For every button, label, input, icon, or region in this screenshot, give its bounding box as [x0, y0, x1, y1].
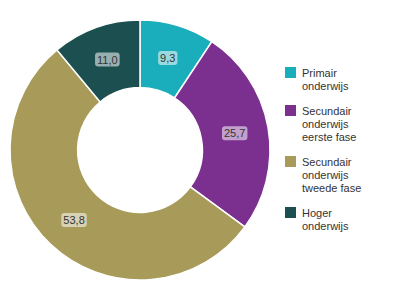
data-label: 9,3 — [160, 52, 175, 64]
legend-label: Secundaironderwijseerste fase — [302, 105, 356, 143]
legend-item: Secundaironderwijstweede fase — [285, 156, 361, 194]
legend-label-line: onderwijs — [302, 80, 349, 92]
legend-label-line: tweede fase — [302, 182, 361, 194]
legend-swatch — [285, 156, 296, 167]
data-label: 53,8 — [63, 214, 84, 226]
legend-label-line: onderwijs — [302, 118, 349, 130]
legend-label: Secundaironderwijstweede fase — [302, 156, 361, 194]
legend-swatch — [285, 67, 296, 78]
slice — [57, 20, 140, 102]
data-label-bg — [95, 53, 120, 67]
legend: PrimaironderwijsSecundaironderwijseerste… — [285, 67, 361, 232]
legend-label-line: onderwijs — [302, 169, 349, 181]
data-label-group: 25,7 — [222, 126, 247, 140]
legend-label: Hogeronderwijs — [302, 207, 349, 232]
legend-item: Secundaironderwijseerste fase — [285, 105, 356, 143]
legend-label-line: Primair — [302, 67, 337, 79]
data-label: 25,7 — [224, 127, 245, 139]
legend-label-line: eerste fase — [302, 131, 356, 143]
legend-item: Hogeronderwijs — [285, 207, 349, 232]
legend-label-line: Hoger — [302, 207, 332, 219]
legend-label: Primaironderwijs — [302, 67, 349, 92]
data-label-bg — [158, 51, 177, 65]
legend-label-line: onderwijs — [302, 220, 349, 232]
data-label-group: 11,0 — [95, 53, 120, 67]
legend-label-line: Secundair — [302, 105, 352, 117]
data-label-bg — [222, 126, 247, 140]
data-label-bg — [61, 213, 86, 227]
data-labels: 9,3 25,7 53,8 11,0 — [61, 51, 247, 227]
data-label: 11,0 — [97, 54, 118, 66]
slices — [10, 20, 270, 280]
data-label-group: 53,8 — [61, 213, 86, 227]
legend-swatch — [285, 207, 296, 218]
legend-swatch — [285, 105, 296, 116]
legend-label-line: Secundair — [302, 156, 352, 168]
legend-item: Primaironderwijs — [285, 67, 349, 92]
chart: 9,325,753,811,0PrimaironderwijsSecundair… — [0, 0, 400, 300]
data-label-group: 9,3 — [158, 51, 177, 65]
